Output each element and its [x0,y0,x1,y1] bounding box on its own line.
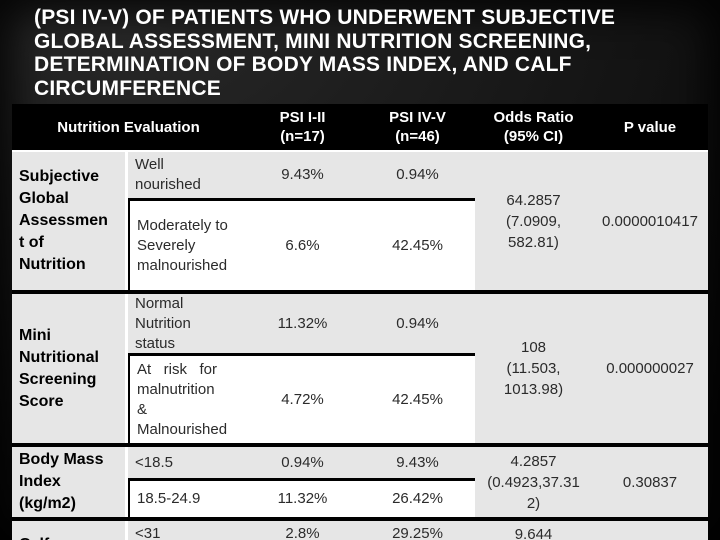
header-odds-ratio: Odds Ratio (95% CI) [493,109,574,145]
psi-i-ii-value: 4.72% [245,353,360,443]
psi-i-ii-value: 9.43% [245,152,360,198]
table-header-row: Nutrition Evaluation PSI I-II (n=17) PSI… [12,104,708,152]
odds-ratio-value: 64.2857 (7.0909, 582.81) [475,152,592,290]
section-subjective-global-assessment: Subjective Global Assessmen t of Nutriti… [12,152,708,294]
slide-title: (PSI IV-V) OF PATIENTS WHO UNDERWENT SUB… [34,6,616,100]
odds-ratio-value: 108 (11.503, 1013.98) [475,294,592,443]
psi-iv-v-value: 9.43% [360,447,475,478]
section-label: Mini Nutritional Screening Score [12,294,128,443]
psi-iv-v-value: 0.94% [360,294,475,353]
results-table: Nutrition Evaluation PSI I-II (n=17) PSI… [12,104,708,540]
psi-i-ii-value: 2.8% [245,521,360,540]
p-value: 0.0000010417 [592,152,708,290]
section-label: Calf Circumference [12,521,128,540]
header-nutrition-evaluation: Nutrition Evaluation [57,118,200,136]
psi-i-ii-value: 11.32% [245,478,360,517]
psi-iv-v-value: 42.45% [360,353,475,443]
category-cell: Well nourished [128,152,245,198]
odds-ratio-value: 4.2857 (0.4923,37.31 2) [475,447,592,517]
psi-i-ii-value: 0.94% [245,447,360,478]
odds-ratio-value: 9.644 [475,521,592,540]
category-cell: Moderately to Severely malnourished [128,198,245,290]
section-label: Subjective Global Assessmen t of Nutriti… [12,152,128,290]
psi-iv-v-value: 26.42% [360,478,475,517]
psi-iv-v-value: 0.94% [360,152,475,198]
psi-iv-v-value: 29.25% [360,521,475,540]
section-calf-circumference: Calf Circumference <31 2.8% 29.25% 9.644 [12,521,708,540]
psi-i-ii-value: 6.6% [245,198,360,290]
section-mini-nutritional-screening: Mini Nutritional Screening Score Normal … [12,294,708,447]
category-cell: <31 [128,521,245,540]
psi-i-ii-value: 11.32% [245,294,360,353]
category-cell: Normal Nutrition status [128,294,245,353]
section-label: Body Mass Index (kg/m2) [12,447,128,517]
psi-iv-v-value: 42.45% [360,198,475,290]
category-cell: 18.5-24.9 [128,478,245,517]
p-value [592,521,708,540]
category-cell: <18.5 [128,447,245,478]
p-value: 0.30837 [592,447,708,517]
header-psi-iv-v: PSI IV-V (n=46) [389,109,446,145]
header-psi-i-ii: PSI I-II (n=17) [279,109,326,145]
section-body-mass-index: Body Mass Index (kg/m2) <18.5 0.94% 9.43… [12,447,708,521]
p-value: 0.000000027 [592,294,708,443]
category-cell: At risk for malnutrition & Malnourished [128,353,245,443]
header-p-value: P value [623,118,677,136]
